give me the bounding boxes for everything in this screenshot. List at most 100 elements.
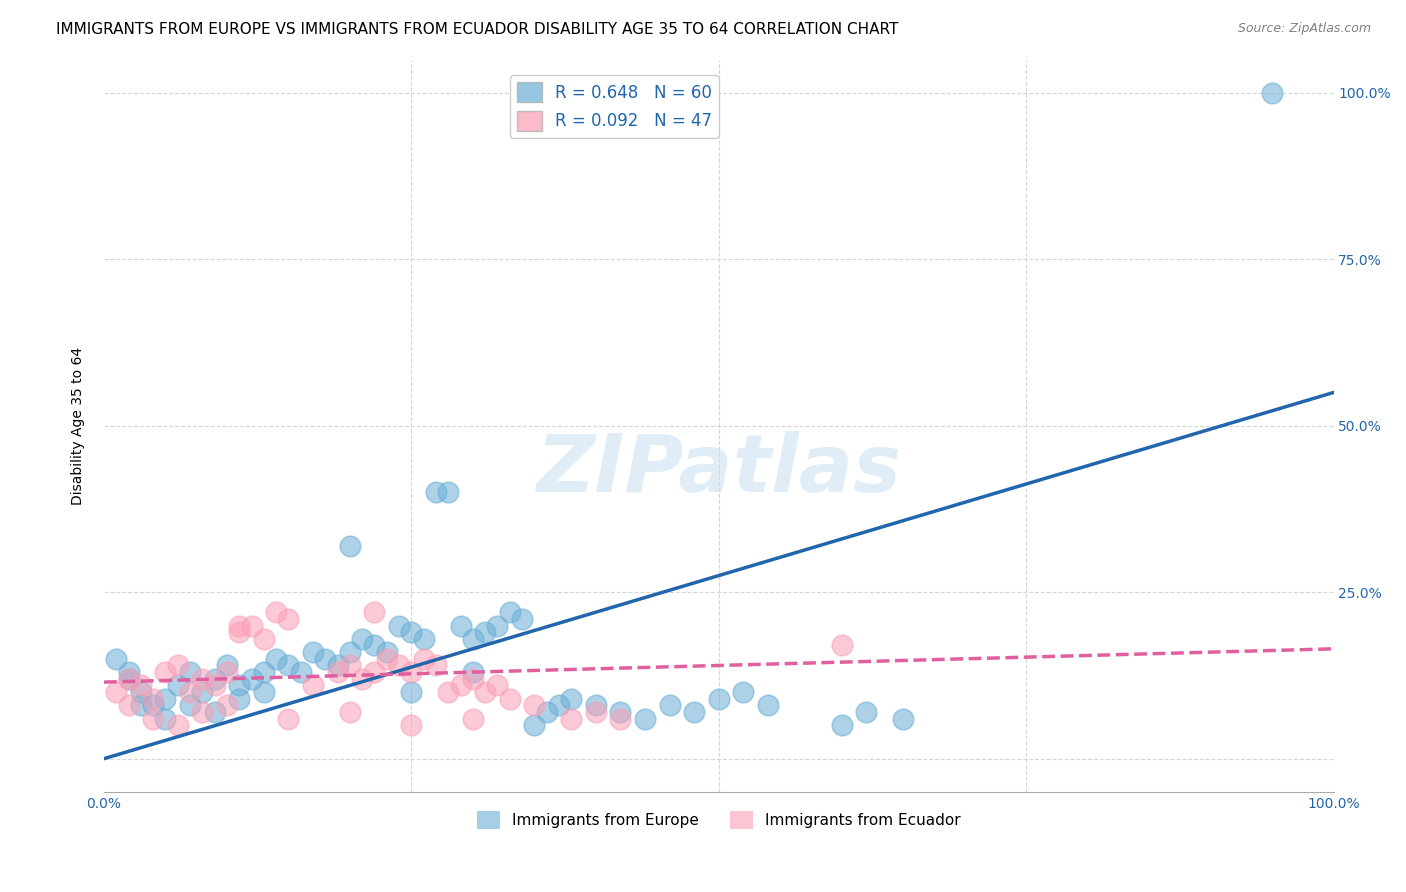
Point <box>277 658 299 673</box>
Point <box>401 665 423 679</box>
Point <box>425 658 447 673</box>
Point <box>855 705 877 719</box>
Point <box>352 672 374 686</box>
Point <box>523 698 546 713</box>
Point <box>105 652 128 666</box>
Point <box>179 685 201 699</box>
Point <box>253 685 276 699</box>
Point <box>412 632 434 646</box>
Point <box>733 685 755 699</box>
Point <box>302 678 325 692</box>
Point <box>831 639 853 653</box>
Point <box>215 658 238 673</box>
Point <box>756 698 779 713</box>
Point <box>536 705 558 719</box>
Point <box>264 652 287 666</box>
Point <box>290 665 312 679</box>
Point <box>461 712 484 726</box>
Point <box>375 645 398 659</box>
Point <box>339 658 361 673</box>
Point <box>253 665 276 679</box>
Point <box>314 652 336 666</box>
Point <box>560 712 582 726</box>
Point <box>363 665 385 679</box>
Point <box>204 678 226 692</box>
Point <box>155 691 177 706</box>
Point <box>166 678 188 692</box>
Y-axis label: Disability Age 35 to 64: Disability Age 35 to 64 <box>72 347 86 505</box>
Point <box>499 605 522 619</box>
Point <box>277 712 299 726</box>
Point <box>191 672 214 686</box>
Text: ZIPatlas: ZIPatlas <box>536 431 901 508</box>
Point <box>228 625 250 640</box>
Point <box>891 712 914 726</box>
Point <box>302 645 325 659</box>
Point <box>560 691 582 706</box>
Point <box>155 665 177 679</box>
Point <box>486 678 509 692</box>
Point <box>204 705 226 719</box>
Point <box>240 618 263 632</box>
Point <box>339 705 361 719</box>
Point <box>215 665 238 679</box>
Legend: Immigrants from Europe, Immigrants from Ecuador: Immigrants from Europe, Immigrants from … <box>471 805 966 836</box>
Point <box>450 678 472 692</box>
Point <box>142 712 165 726</box>
Point <box>585 705 607 719</box>
Point <box>191 685 214 699</box>
Point <box>486 618 509 632</box>
Point <box>240 672 263 686</box>
Point <box>831 718 853 732</box>
Point <box>461 665 484 679</box>
Text: Source: ZipAtlas.com: Source: ZipAtlas.com <box>1237 22 1371 36</box>
Point <box>129 685 152 699</box>
Point <box>179 698 201 713</box>
Point <box>634 712 657 726</box>
Point <box>228 618 250 632</box>
Point <box>499 691 522 706</box>
Point <box>412 652 434 666</box>
Point <box>388 658 411 673</box>
Point <box>117 672 139 686</box>
Point <box>461 632 484 646</box>
Point <box>191 705 214 719</box>
Point <box>548 698 571 713</box>
Point <box>326 658 349 673</box>
Point <box>117 665 139 679</box>
Point <box>228 678 250 692</box>
Point <box>437 485 460 500</box>
Point <box>155 712 177 726</box>
Point <box>474 625 496 640</box>
Point <box>166 658 188 673</box>
Point <box>450 618 472 632</box>
Point <box>585 698 607 713</box>
Point <box>609 712 631 726</box>
Point <box>401 685 423 699</box>
Point <box>105 685 128 699</box>
Point <box>510 612 533 626</box>
Point <box>474 685 496 699</box>
Point <box>707 691 730 706</box>
Point <box>253 632 276 646</box>
Point <box>117 698 139 713</box>
Point <box>129 678 152 692</box>
Point <box>264 605 287 619</box>
Point <box>179 665 201 679</box>
Point <box>1261 86 1284 100</box>
Point <box>437 685 460 699</box>
Point <box>142 691 165 706</box>
Point <box>339 539 361 553</box>
Point <box>523 718 546 732</box>
Point <box>401 625 423 640</box>
Point <box>215 698 238 713</box>
Point <box>228 691 250 706</box>
Point <box>129 698 152 713</box>
Point <box>277 612 299 626</box>
Point <box>352 632 374 646</box>
Point <box>363 639 385 653</box>
Text: IMMIGRANTS FROM EUROPE VS IMMIGRANTS FROM ECUADOR DISABILITY AGE 35 TO 64 CORREL: IMMIGRANTS FROM EUROPE VS IMMIGRANTS FRO… <box>56 22 898 37</box>
Point <box>401 718 423 732</box>
Point <box>425 485 447 500</box>
Point <box>363 605 385 619</box>
